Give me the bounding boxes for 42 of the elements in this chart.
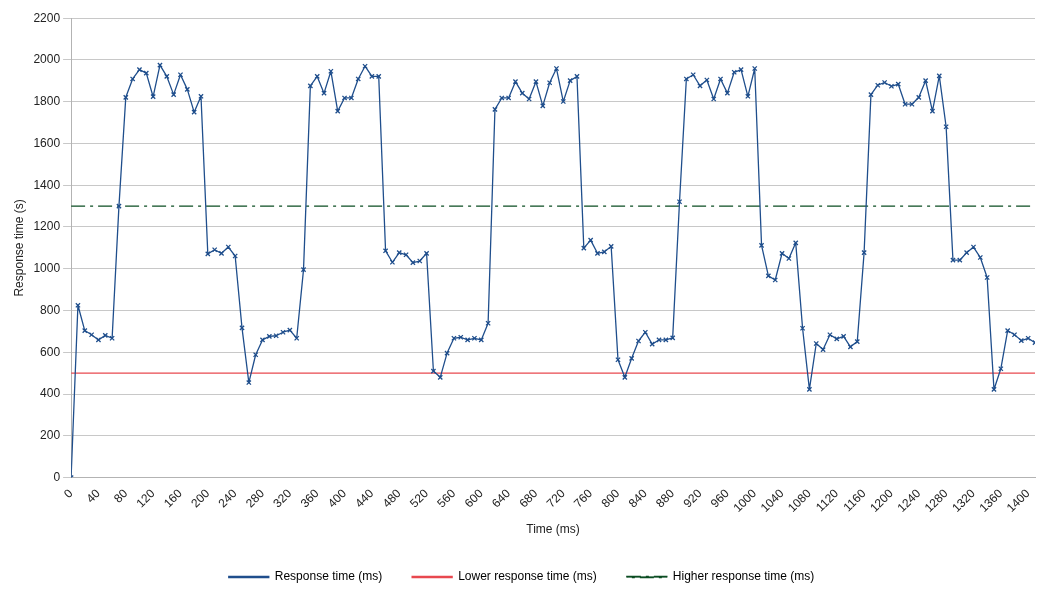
x-tick-label: 80 — [110, 485, 131, 506]
x-tick-label: 960 — [707, 485, 733, 511]
y-tick-label: 200 — [40, 428, 61, 443]
y-tick-label: 1600 — [33, 135, 61, 150]
x-tick-label: 240 — [215, 485, 240, 511]
x-tick-label: 840 — [625, 485, 651, 511]
x-tick-label: 800 — [598, 485, 623, 511]
legend-label: Response time (ms) — [274, 569, 383, 584]
y-tick-label: 2000 — [33, 52, 61, 67]
legend-label: Higher response time (ms) — [672, 569, 815, 584]
x-tick-label: 40 — [83, 485, 104, 506]
y-tick-label: 0 — [53, 469, 61, 484]
y-tick-label: 1800 — [33, 94, 61, 109]
x-tick-label: 520 — [406, 485, 432, 511]
x-tick-label: 200 — [188, 485, 213, 511]
x-tick-label: 160 — [160, 485, 186, 511]
x-tick-label: 680 — [516, 485, 541, 511]
y-tick-label: 800 — [40, 302, 61, 317]
x-tick-label: 280 — [242, 485, 268, 511]
x-axis-title: Time (ms) — [526, 522, 580, 537]
x-tick-label: 640 — [489, 485, 514, 511]
x-tick-label: 400 — [324, 485, 350, 511]
y-tick-label: 1200 — [33, 219, 61, 234]
y-axis-title: Response time (s) — [11, 199, 26, 297]
y-tick-label: 400 — [40, 386, 61, 401]
y-tick-label: 2200 — [33, 10, 61, 25]
x-tick-label: 600 — [461, 485, 486, 511]
x-tick-label: 0 — [60, 485, 76, 501]
x-tick-label: 480 — [379, 485, 404, 511]
x-tick-label: 120 — [133, 485, 158, 511]
x-tick-label: 880 — [653, 485, 678, 511]
y-tick-label: 1000 — [33, 261, 61, 276]
x-tick-label: 360 — [297, 485, 322, 511]
y-tick-label: 1400 — [33, 177, 61, 192]
x-tick-label: 760 — [571, 485, 596, 511]
legend-label: Lower response time (ms) — [458, 569, 597, 584]
x-tick-label: 560 — [434, 485, 459, 511]
y-tick-label: 600 — [40, 344, 61, 359]
x-tick-label: 920 — [680, 485, 705, 511]
x-tick-label: 320 — [270, 485, 295, 511]
x-tick-label: 440 — [352, 485, 377, 511]
x-tick-label: 720 — [543, 485, 568, 511]
